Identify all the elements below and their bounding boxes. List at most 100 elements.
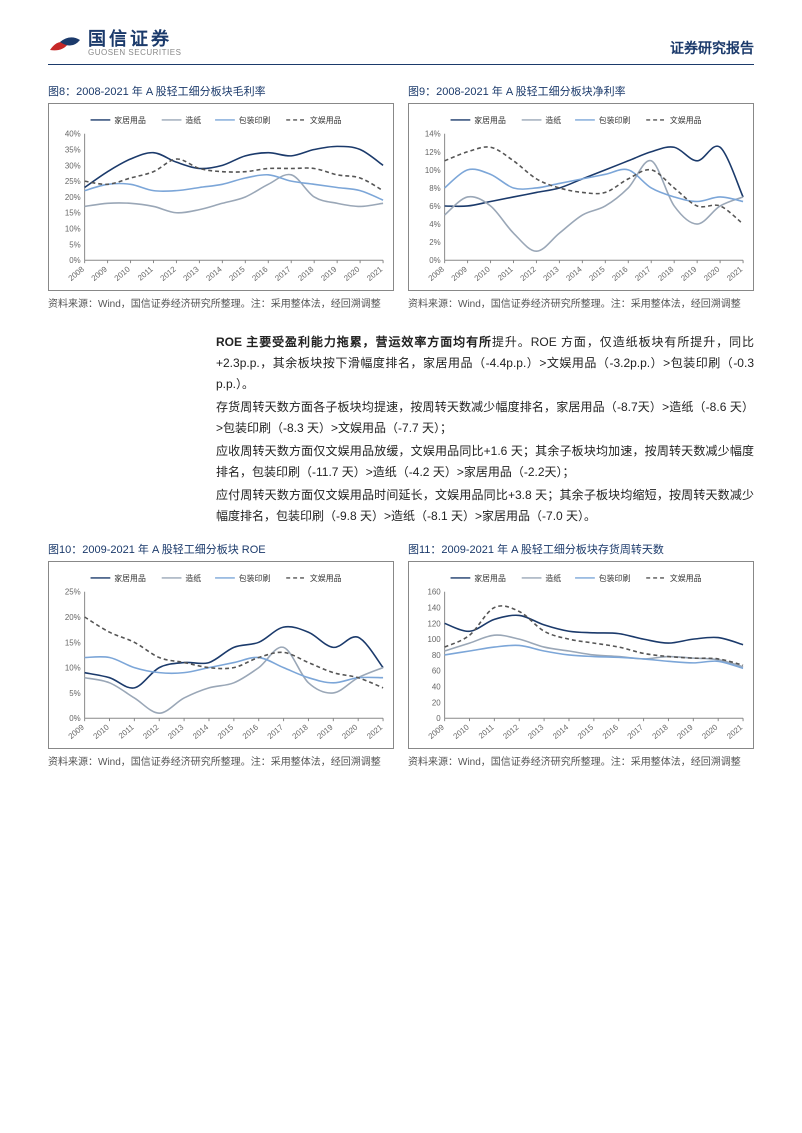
- svg-text:20: 20: [432, 698, 441, 707]
- svg-text:120: 120: [428, 619, 442, 628]
- svg-text:包装印刷: 包装印刷: [599, 115, 631, 125]
- svg-text:2019: 2019: [675, 722, 695, 741]
- svg-text:2019: 2019: [319, 264, 339, 283]
- svg-text:2011: 2011: [496, 265, 515, 283]
- page-root: 国信证券 GUOSEN SECURITIES 证券研究报告 图8：2008-20…: [0, 0, 802, 818]
- chart-10: 图10：2009-2021 年 A 股轻工细分板块 ROE 家居用品 造纸 包装印刷…: [48, 541, 394, 782]
- svg-text:140: 140: [428, 603, 442, 612]
- svg-text:家居用品: 家居用品: [474, 573, 506, 583]
- svg-text:2008: 2008: [427, 264, 447, 283]
- svg-text:6%: 6%: [429, 202, 440, 211]
- svg-text:2012: 2012: [159, 265, 178, 283]
- svg-text:包装印刷: 包装印刷: [239, 573, 271, 583]
- svg-text:2018: 2018: [291, 722, 311, 741]
- svg-text:2013: 2013: [166, 722, 186, 741]
- svg-text:2008: 2008: [67, 264, 87, 283]
- svg-text:2015: 2015: [576, 722, 596, 741]
- svg-text:2%: 2%: [429, 238, 440, 247]
- svg-text:2016: 2016: [610, 264, 630, 283]
- svg-text:包装印刷: 包装印刷: [239, 115, 271, 125]
- svg-text:35%: 35%: [65, 145, 81, 154]
- chart-title: 图9：2008-2021 年 A 股轻工细分板块净利率: [408, 83, 754, 99]
- svg-text:20%: 20%: [65, 193, 81, 202]
- svg-text:80: 80: [432, 651, 441, 660]
- svg-text:100: 100: [428, 635, 442, 644]
- svg-text:家居用品: 家居用品: [114, 573, 146, 583]
- svg-text:2018: 2018: [651, 722, 671, 741]
- svg-text:2014: 2014: [191, 722, 211, 741]
- svg-text:10%: 10%: [65, 663, 81, 672]
- svg-text:2021: 2021: [365, 265, 384, 283]
- svg-text:12%: 12%: [425, 148, 441, 157]
- svg-text:2013: 2013: [526, 722, 546, 741]
- svg-text:2015: 2015: [227, 264, 247, 283]
- header-right-title: 证券研究报告: [670, 38, 754, 58]
- page-header: 国信证券 GUOSEN SECURITIES 证券研究报告: [48, 30, 754, 65]
- chart-title: 图10：2009-2021 年 A 股轻工细分板块 ROE: [48, 541, 394, 557]
- svg-text:2011: 2011: [477, 723, 496, 741]
- svg-text:2014: 2014: [204, 264, 224, 283]
- chart-11: 图11：2009-2021 年 A 股轻工细分板块存货周转天数 家居用品 造纸 包装…: [408, 541, 754, 782]
- brand-name-cn: 国信证券: [88, 30, 181, 49]
- svg-text:2018: 2018: [296, 264, 316, 283]
- svg-text:5%: 5%: [69, 240, 80, 249]
- svg-text:造纸: 造纸: [185, 573, 201, 583]
- svg-text:2019: 2019: [315, 722, 335, 741]
- svg-text:2015: 2015: [216, 722, 236, 741]
- svg-text:造纸: 造纸: [185, 115, 201, 125]
- chart-source: 资料来源：Wind，国信证券经济研究所整理。注：采用整体法，经回溯调整: [408, 755, 754, 770]
- svg-text:2019: 2019: [679, 264, 699, 283]
- svg-text:2012: 2012: [141, 723, 160, 741]
- svg-text:0%: 0%: [69, 714, 80, 723]
- svg-text:文娱用品: 文娱用品: [310, 115, 342, 125]
- chart-source: 资料来源：Wind，国信证券经济研究所整理。注：采用整体法，经回溯调整: [48, 755, 394, 770]
- svg-text:文娱用品: 文娱用品: [670, 115, 702, 125]
- svg-text:60: 60: [432, 667, 441, 676]
- svg-text:2009: 2009: [450, 264, 470, 283]
- chart-9: 图9：2008-2021 年 A 股轻工细分板块净利率 家居用品 造纸 包装印刷 文娱…: [408, 83, 754, 324]
- svg-text:2014: 2014: [564, 264, 584, 283]
- svg-text:文娱用品: 文娱用品: [670, 573, 702, 583]
- svg-text:25%: 25%: [65, 588, 81, 597]
- svg-text:2021: 2021: [725, 723, 744, 741]
- svg-text:4%: 4%: [429, 220, 440, 229]
- svg-text:家居用品: 家居用品: [114, 115, 146, 125]
- svg-text:家居用品: 家居用品: [474, 115, 506, 125]
- svg-text:2012: 2012: [519, 265, 538, 283]
- para-1: ROE 主要受盈利能力拖累，营运效率方面均有所提升。ROE 方面，仅造纸板块有所…: [216, 332, 754, 395]
- svg-text:2009: 2009: [427, 722, 447, 741]
- svg-text:2011: 2011: [136, 265, 155, 283]
- svg-text:15%: 15%: [65, 209, 81, 218]
- svg-text:0%: 0%: [69, 256, 80, 265]
- svg-text:0: 0: [436, 714, 441, 723]
- chart-row-bottom: 图10：2009-2021 年 A 股轻工细分板块 ROE 家居用品 造纸 包装印刷…: [48, 541, 754, 782]
- chart-title: 图8：2008-2021 年 A 股轻工细分板块毛利率: [48, 83, 394, 99]
- svg-text:2015: 2015: [587, 264, 607, 283]
- chart-source: 资料来源：Wind，国信证券经济研究所整理。注：采用整体法，经回溯调整: [48, 297, 394, 312]
- svg-text:2016: 2016: [601, 722, 621, 741]
- svg-text:2016: 2016: [241, 722, 261, 741]
- body-paragraphs: ROE 主要受盈利能力拖累，营运效率方面均有所提升。ROE 方面，仅造纸板块有所…: [48, 332, 754, 527]
- svg-text:包装印刷: 包装印刷: [599, 573, 631, 583]
- svg-text:2014: 2014: [551, 722, 571, 741]
- svg-text:2017: 2017: [633, 265, 652, 283]
- chart-title: 图11：2009-2021 年 A 股轻工细分板块存货周转天数: [408, 541, 754, 557]
- svg-text:2020: 2020: [702, 264, 722, 283]
- chart-row-top: 图8：2008-2021 年 A 股轻工细分板块毛利率 家居用品 造纸 包装印刷 文娱…: [48, 83, 754, 324]
- guosen-logo-icon: [48, 30, 82, 58]
- svg-text:2009: 2009: [90, 264, 110, 283]
- svg-text:2017: 2017: [626, 723, 645, 741]
- svg-text:30%: 30%: [65, 161, 81, 170]
- svg-text:造纸: 造纸: [545, 115, 561, 125]
- svg-text:造纸: 造纸: [545, 573, 561, 583]
- svg-text:2012: 2012: [501, 723, 520, 741]
- svg-text:2010: 2010: [92, 722, 112, 741]
- para-3: 应收周转天数方面仅文娱用品放缓，文娱用品同比+1.6 天；其余子板块均加速，按周…: [216, 441, 754, 483]
- svg-text:15%: 15%: [65, 638, 81, 647]
- svg-text:14%: 14%: [425, 130, 441, 139]
- svg-text:2010: 2010: [113, 264, 133, 283]
- para-4: 应付周转天数方面仅文娱用品时间延长，文娱用品同比+3.8 天；其余子板块均缩短，…: [216, 485, 754, 527]
- svg-text:2018: 2018: [656, 264, 676, 283]
- svg-text:10%: 10%: [65, 225, 81, 234]
- svg-text:2021: 2021: [725, 265, 744, 283]
